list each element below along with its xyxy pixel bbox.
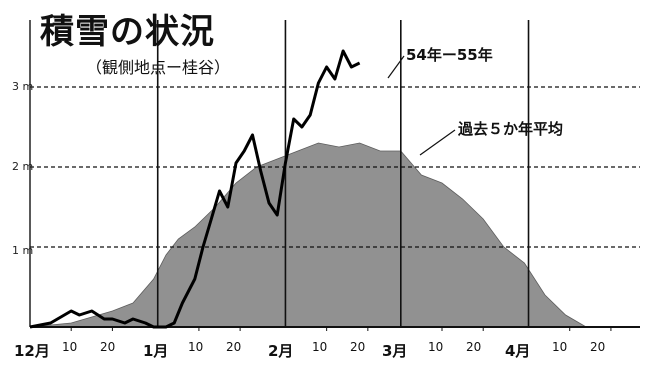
leader-line-current [387,55,405,79]
x-day-dec-10: 10 [62,340,78,354]
leader-line-average [419,129,456,156]
x-month-apr: 4月 [505,342,531,360]
series-label-average: 過去５か年平均 [458,120,564,138]
y-tick-2m: 2 m [12,160,34,173]
x-day-feb-10: 10 [312,340,328,354]
y-tick-3m: 3 m [12,80,34,93]
x-month-mar: 3月 [382,342,408,360]
average-snow-area [29,142,588,328]
y-tick-1m: 1 m [12,244,34,257]
x-month-jan: 1月 [143,342,169,360]
x-day-apr-10: 10 [552,340,568,354]
x-day-mar-10: 10 [428,340,444,354]
x-day-feb-20: 20 [350,340,366,354]
x-day-jan-20: 20 [226,340,242,354]
x-day-dec-20: 20 [100,340,116,354]
x-day-jan-10: 10 [188,340,204,354]
x-day-apr-20: 20 [590,340,606,354]
current-season-line [29,49,361,329]
series-label-current: 54年ー55年 [406,46,493,64]
x-month-feb: 2月 [268,342,294,360]
x-day-mar-20: 20 [466,340,482,354]
chart-title: 積雪の状況 [40,12,215,52]
chart-subtitle: （観側地点ー桂谷） [86,58,231,77]
x-month-dec: 12月 [14,342,50,360]
